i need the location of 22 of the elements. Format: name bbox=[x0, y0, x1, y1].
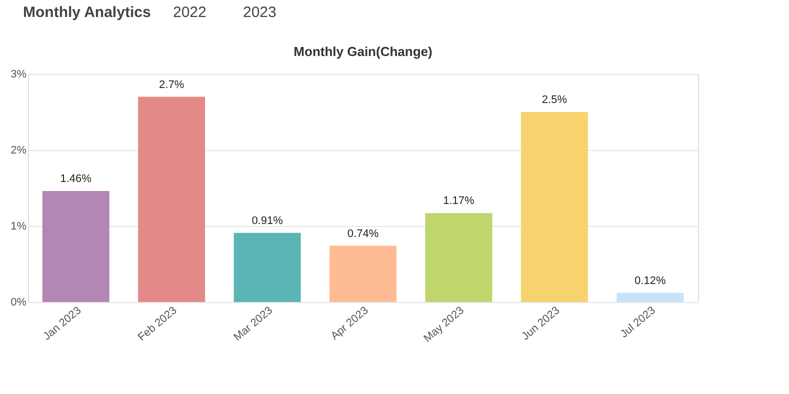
data-label: 0.91% bbox=[252, 214, 284, 227]
bar bbox=[234, 232, 301, 302]
y-tick-label: 3% bbox=[10, 68, 27, 80]
bar bbox=[520, 112, 588, 302]
text: Monthly Analytics bbox=[23, 4, 151, 21]
data-label: 0.74% bbox=[347, 228, 379, 240]
data-label: 1.17% bbox=[443, 195, 475, 208]
data-label: 0.12% bbox=[634, 274, 666, 287]
bar bbox=[425, 213, 492, 302]
data-label: 2.5% bbox=[542, 94, 568, 106]
bar bbox=[330, 246, 396, 302]
bar bbox=[42, 191, 110, 302]
y-tick-label: 2% bbox=[10, 144, 27, 156]
text: 2022 bbox=[173, 4, 206, 21]
chart-title: Monthly Gain(Change) bbox=[294, 44, 432, 59]
bar bbox=[616, 292, 684, 302]
bar bbox=[138, 96, 206, 302]
y-tick-label: 1% bbox=[10, 220, 27, 232]
text: 2023 bbox=[243, 4, 276, 21]
data-label: 2.7% bbox=[159, 78, 184, 91]
data-label: 1.46% bbox=[60, 173, 92, 186]
y-tick-label: 0% bbox=[10, 296, 27, 308]
